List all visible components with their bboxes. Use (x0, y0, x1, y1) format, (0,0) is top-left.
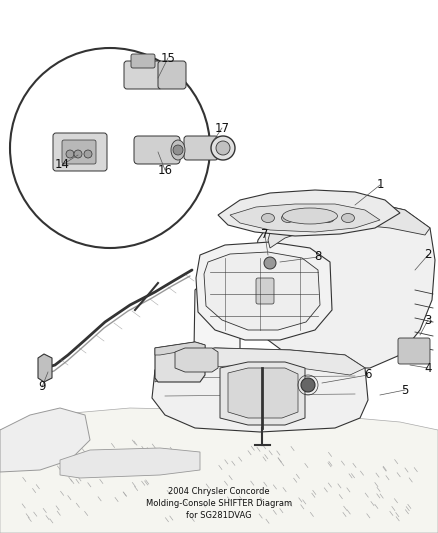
Circle shape (173, 145, 183, 155)
Polygon shape (0, 408, 438, 533)
Polygon shape (194, 278, 240, 362)
Polygon shape (155, 342, 205, 382)
FancyBboxPatch shape (158, 61, 186, 89)
Ellipse shape (342, 214, 354, 222)
Polygon shape (196, 242, 332, 340)
Text: 3: 3 (424, 313, 432, 327)
Polygon shape (0, 408, 90, 472)
Text: 17: 17 (215, 122, 230, 134)
Polygon shape (152, 348, 368, 432)
FancyBboxPatch shape (62, 140, 96, 164)
Polygon shape (230, 204, 380, 232)
Text: 16: 16 (158, 164, 173, 176)
FancyBboxPatch shape (184, 136, 218, 160)
FancyBboxPatch shape (256, 278, 274, 304)
Polygon shape (38, 354, 52, 382)
FancyBboxPatch shape (124, 61, 162, 89)
Ellipse shape (321, 214, 335, 222)
Circle shape (264, 257, 276, 269)
Circle shape (216, 141, 230, 155)
Ellipse shape (261, 214, 275, 222)
Text: 6: 6 (364, 368, 372, 382)
Text: 8: 8 (314, 251, 321, 263)
Circle shape (211, 136, 235, 160)
Text: 2: 2 (424, 248, 432, 262)
Text: 9: 9 (38, 381, 46, 393)
Polygon shape (155, 342, 205, 355)
Circle shape (84, 150, 92, 158)
Circle shape (301, 378, 315, 392)
Polygon shape (220, 362, 305, 425)
FancyBboxPatch shape (398, 338, 430, 364)
Text: 7: 7 (261, 229, 269, 241)
Polygon shape (218, 190, 400, 236)
Ellipse shape (282, 214, 294, 222)
Polygon shape (228, 368, 298, 418)
Text: 14: 14 (54, 158, 70, 172)
FancyBboxPatch shape (134, 136, 180, 164)
FancyBboxPatch shape (131, 54, 155, 68)
Polygon shape (204, 252, 320, 330)
Ellipse shape (301, 214, 314, 222)
Circle shape (74, 150, 82, 158)
FancyBboxPatch shape (53, 133, 107, 171)
Polygon shape (252, 200, 435, 368)
Text: 15: 15 (161, 52, 176, 64)
Polygon shape (175, 348, 218, 372)
Circle shape (66, 150, 74, 158)
Text: 1: 1 (376, 179, 384, 191)
Ellipse shape (283, 208, 338, 224)
Text: 5: 5 (401, 384, 409, 397)
Polygon shape (268, 200, 430, 248)
Polygon shape (60, 448, 200, 478)
Text: 4: 4 (424, 361, 432, 375)
Polygon shape (155, 348, 365, 382)
Ellipse shape (171, 140, 185, 160)
Text: 2004 Chrysler Concorde
Molding-Console SHIFTER Diagram
for SG281DVAG: 2004 Chrysler Concorde Molding-Console S… (146, 487, 292, 520)
